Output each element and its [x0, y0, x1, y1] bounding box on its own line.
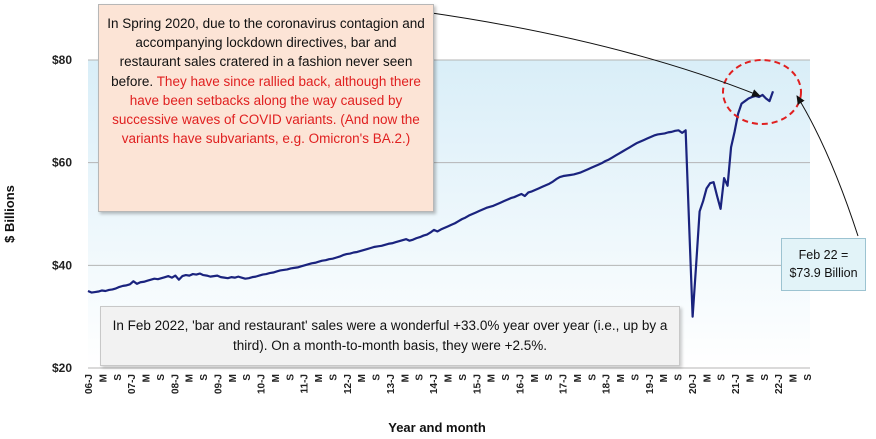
y-tick-label: $40 — [52, 258, 72, 272]
x-tick-label: M — [228, 374, 239, 382]
x-tick-label: M — [487, 374, 498, 382]
x-tick-label: M — [142, 374, 153, 382]
yoy-annotation: In Feb 2022, 'bar and restaurant' sales … — [100, 306, 680, 366]
x-tick-label: S — [630, 374, 641, 381]
x-tick-label: 06-J — [84, 374, 95, 394]
x-tick-label: 10-J — [257, 374, 268, 394]
y-axis-title: $ Billions — [2, 185, 17, 243]
x-tick-label: 15-J — [472, 374, 483, 394]
x-tick-label: M — [702, 374, 713, 382]
x-axis-ticks: 06-J M S 07-J M S 08-J M S 09-J M S 10-J M S 11-J M S 12-J… — [84, 374, 814, 394]
x-tick-label: S — [458, 374, 469, 381]
x-tick-label: M — [400, 374, 411, 382]
x-tick-label: 20-J — [688, 374, 699, 394]
x-tick-label: M — [659, 374, 670, 382]
x-tick-label: S — [156, 374, 167, 381]
y-tick-label: $20 — [52, 361, 72, 375]
latest-value-line2: $73.9 Billion — [789, 266, 858, 280]
yoy-annotation-text: In Feb 2022, 'bar and restaurant' sales … — [112, 318, 668, 353]
latest-value-label: Feb 22 = $73.9 Billion — [781, 238, 866, 291]
x-tick-label: M — [271, 374, 282, 382]
x-tick-label: 11-J — [300, 374, 311, 393]
x-tick-label: S — [113, 374, 124, 381]
x-tick-label: S — [717, 374, 728, 381]
x-tick-label: M — [789, 374, 800, 382]
y-axis-ticks: $80 $60 $40 $20 — [52, 53, 72, 375]
y-tick-label: $60 — [52, 156, 72, 170]
x-tick-label: 07-J — [127, 374, 138, 394]
covid-annotation-red-text: They have since rallied back, although t… — [112, 73, 421, 147]
arrow-from-label — [796, 95, 859, 237]
covid-annotation-text: In Spring 2020, due to the coronavirus c… — [107, 16, 425, 89]
x-tick-label: M — [314, 374, 325, 382]
x-tick-label: S — [501, 374, 512, 381]
x-tick-label: S — [242, 374, 253, 381]
x-tick-label: M — [573, 374, 584, 382]
x-tick-label: S — [415, 374, 426, 381]
x-tick-label: 21-J — [731, 374, 742, 394]
x-tick-label: M — [444, 374, 455, 382]
x-tick-label: S — [199, 374, 210, 381]
x-tick-label: 19-J — [645, 374, 656, 394]
x-tick-label: S — [760, 374, 771, 381]
y-tick-label: $80 — [52, 53, 72, 67]
x-tick-label: 12-J — [343, 374, 354, 394]
x-tick-label: M — [357, 374, 368, 382]
x-tick-label: S — [372, 374, 383, 381]
series-line — [87, 90, 775, 318]
x-tick-label: 09-J — [213, 374, 224, 394]
x-tick-label: 17-J — [559, 374, 570, 394]
x-tick-label: 13-J — [386, 374, 397, 394]
latest-value-line1: Feb 22 = — [798, 248, 849, 262]
x-tick-label: 08-J — [170, 374, 181, 394]
x-tick-label: 18-J — [602, 374, 613, 394]
x-axis-title: Year and month — [388, 420, 486, 435]
x-tick-label: M — [746, 374, 757, 382]
covid-annotation: In Spring 2020, due to the coronavirus c… — [98, 4, 434, 212]
arrow-to-latest — [424, 11, 761, 97]
x-tick-label: M — [98, 374, 109, 382]
x-tick-label: 22-J — [774, 374, 785, 394]
x-tick-label: S — [674, 374, 685, 381]
x-tick-label: S — [544, 374, 555, 381]
x-tick-label: S — [803, 374, 814, 381]
highlight-circle — [722, 59, 802, 125]
x-tick-label: 14-J — [429, 374, 440, 394]
x-tick-label: M — [616, 374, 627, 382]
x-tick-label: M — [185, 374, 196, 382]
x-tick-label: M — [530, 374, 541, 382]
x-tick-label: S — [285, 374, 296, 381]
x-tick-label: S — [587, 374, 598, 381]
x-tick-label: 16-J — [515, 374, 526, 394]
x-tick-label: S — [329, 374, 340, 381]
